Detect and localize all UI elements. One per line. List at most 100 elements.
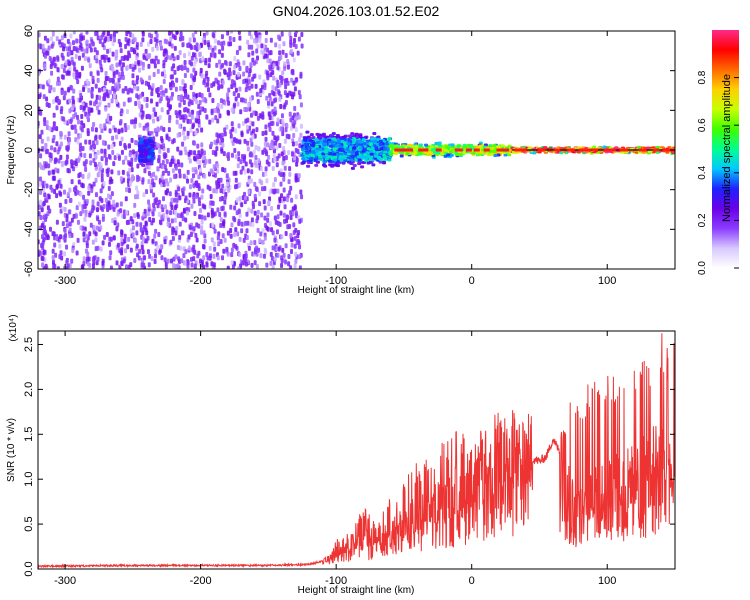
heatmap-cell-0-2463 — [39, 83, 43, 89]
heatmap-cell-2-1181 — [340, 140, 345, 144]
heatmap-cell-0-2194 — [67, 50, 71, 56]
heatmap-cell-0-2377 — [120, 149, 124, 155]
heatmap-cell-0-2389 — [184, 195, 188, 201]
heatmap-cell-2-966 — [354, 132, 359, 136]
heatmap-cell-0-1738 — [152, 192, 156, 198]
heatmap-cell-0-1065 — [141, 177, 145, 183]
heatmap-cell-0-1115 — [251, 134, 255, 140]
heatmap-cell-0-607 — [289, 210, 293, 216]
heatmap-cell-0-1893 — [147, 262, 151, 268]
heatmap-cell-2-1203 — [334, 144, 339, 148]
heatmap-cell-0-2181 — [248, 159, 252, 165]
heatmap-cell-3-245 — [449, 153, 454, 157]
heatmap-cell-0-2283 — [218, 59, 222, 65]
heatmap-cell-2-1206 — [363, 148, 368, 152]
heatmap-cell-0-458 — [176, 132, 180, 138]
heatmap-cell-0-712 — [54, 252, 58, 258]
heatmap-cell-0-1836 — [152, 182, 156, 188]
heatmap-cell-3-637 — [450, 143, 455, 147]
heatmap-cell-0-1360 — [217, 231, 221, 237]
heatmap-cell-0-1054 — [134, 157, 138, 163]
heatmap-cell-0-1957 — [44, 263, 48, 269]
heatmap-cell-0-2199 — [173, 197, 177, 203]
heatmap-cell-0-1181 — [155, 45, 159, 51]
heatmap-cell-0-2513 — [140, 262, 144, 268]
heatmap-cell-0-365 — [186, 169, 190, 175]
heatmap-cell-0-996 — [239, 109, 243, 115]
heatmap-cell-0-1424 — [253, 193, 257, 199]
heatmap-cell-0-1956 — [87, 190, 91, 196]
heatmap-cell-0-1419 — [38, 162, 41, 168]
heatmap-cell-0-2163 — [114, 55, 118, 61]
heatmap-cell-0-846 — [288, 111, 292, 117]
heatmap-cell-0-1899 — [101, 42, 105, 48]
heatmap-cell-0-422 — [282, 196, 286, 202]
heatmap-cell-0-730 — [241, 120, 245, 126]
heatmap-cell-0-2110 — [202, 230, 206, 236]
heatmap-cell-0-1944 — [209, 168, 213, 174]
heatmap-cell-0-2131 — [142, 54, 146, 60]
heatmap-cell-0-1742 — [264, 136, 268, 142]
heatmap-cell-0-109 — [253, 133, 257, 139]
heatmap-cell-0-2354 — [198, 110, 202, 116]
heatmap-cell-0-2207 — [119, 248, 123, 254]
heatmap-cell-0-1592 — [267, 200, 271, 206]
heatmap-cell-0-2473 — [139, 226, 143, 232]
heatmap-cell-0-1318 — [271, 69, 275, 75]
heatmap-cell-0-2144 — [126, 40, 130, 46]
heatmap-cell-0-1729 — [141, 236, 145, 242]
heatmap-cell-0-203 — [288, 171, 292, 177]
heatmap-cell-2-1166 — [310, 154, 315, 158]
heatmap-cell-0-1340 — [78, 97, 82, 103]
heatmap-cell-2-1207 — [351, 147, 356, 151]
heatmap-cell-0-1755 — [166, 258, 170, 264]
heatmap-cell-0-2304 — [185, 210, 189, 216]
heatmap-cell-0-160 — [91, 140, 95, 146]
heatmap-cell-0-2230 — [277, 246, 281, 252]
heatmap-cell-0-2495 — [101, 216, 105, 222]
heatmap-cell-0-2130 — [298, 94, 302, 100]
heatmap-cell-0-1659 — [141, 65, 145, 71]
heatmap-cell-0-1052 — [287, 254, 291, 260]
heatmap-cell-0-2328 — [81, 146, 85, 152]
heatmap-cell-0-2029 — [295, 239, 299, 245]
heatmap-cell-0-2117 — [150, 256, 154, 262]
heatmap-cell-3-655 — [500, 144, 505, 148]
heatmap-cell-0-1687 — [45, 149, 49, 155]
heatmap-cell-0-2174 — [142, 192, 146, 198]
heatmap-cell-0-1062 — [288, 31, 292, 37]
heatmap-cell-0-1276 — [240, 132, 244, 138]
heatmap-cell-0-166 — [178, 36, 182, 42]
heatmap-cell-0-1367 — [72, 40, 76, 46]
heatmap-cell-2-1129 — [303, 142, 308, 146]
heatmap-cell-0-2425 — [162, 78, 166, 84]
heatmap-cell-0-1720 — [259, 231, 263, 237]
heatmap-cell-0-1159 — [121, 169, 125, 175]
heatmap-cell-0-1332 — [221, 166, 225, 172]
heatmap-cell-0-1744 — [237, 92, 241, 98]
heatmap-cell-0-2523 — [214, 38, 218, 44]
heatmap-cell-2-1159 — [351, 138, 356, 142]
heatmap-cell-0-1702 — [66, 191, 70, 197]
heatmap-cell-0-2138 — [154, 111, 158, 117]
heatmap-cell-0-1708 — [246, 235, 250, 241]
heatmap-cell-0-1291 — [127, 236, 131, 242]
heatmap-cell-0-338 — [230, 252, 234, 258]
heatmap-cell-0-2336 — [163, 48, 167, 54]
heatmap-cell-0-2329 — [221, 221, 225, 227]
heatmap-cell-2-936 — [333, 158, 338, 162]
heatmap-cell-0-2579 — [282, 176, 286, 182]
heatmap-cell-2-1133 — [343, 158, 348, 162]
heatmap-cell-0-1461 — [265, 178, 269, 184]
heatmap-cell-0-1777 — [101, 140, 105, 146]
heatmap-cell-0-1344 — [213, 107, 217, 113]
heatmap-cell-0-2597 — [109, 176, 113, 182]
heatmap-cell-0-1852 — [244, 256, 248, 262]
heatmap-cell-0-793 — [163, 73, 167, 79]
heatmap-cell-0-886 — [110, 191, 114, 197]
heatmap-cell-0-1487 — [283, 218, 287, 224]
heatmap-cell-0-0 — [209, 193, 213, 199]
heatmap-cell-0-1889 — [231, 140, 235, 146]
heatmap-cell-0-1239 — [96, 256, 100, 262]
heatmap-cell-0-2102 — [190, 262, 194, 268]
